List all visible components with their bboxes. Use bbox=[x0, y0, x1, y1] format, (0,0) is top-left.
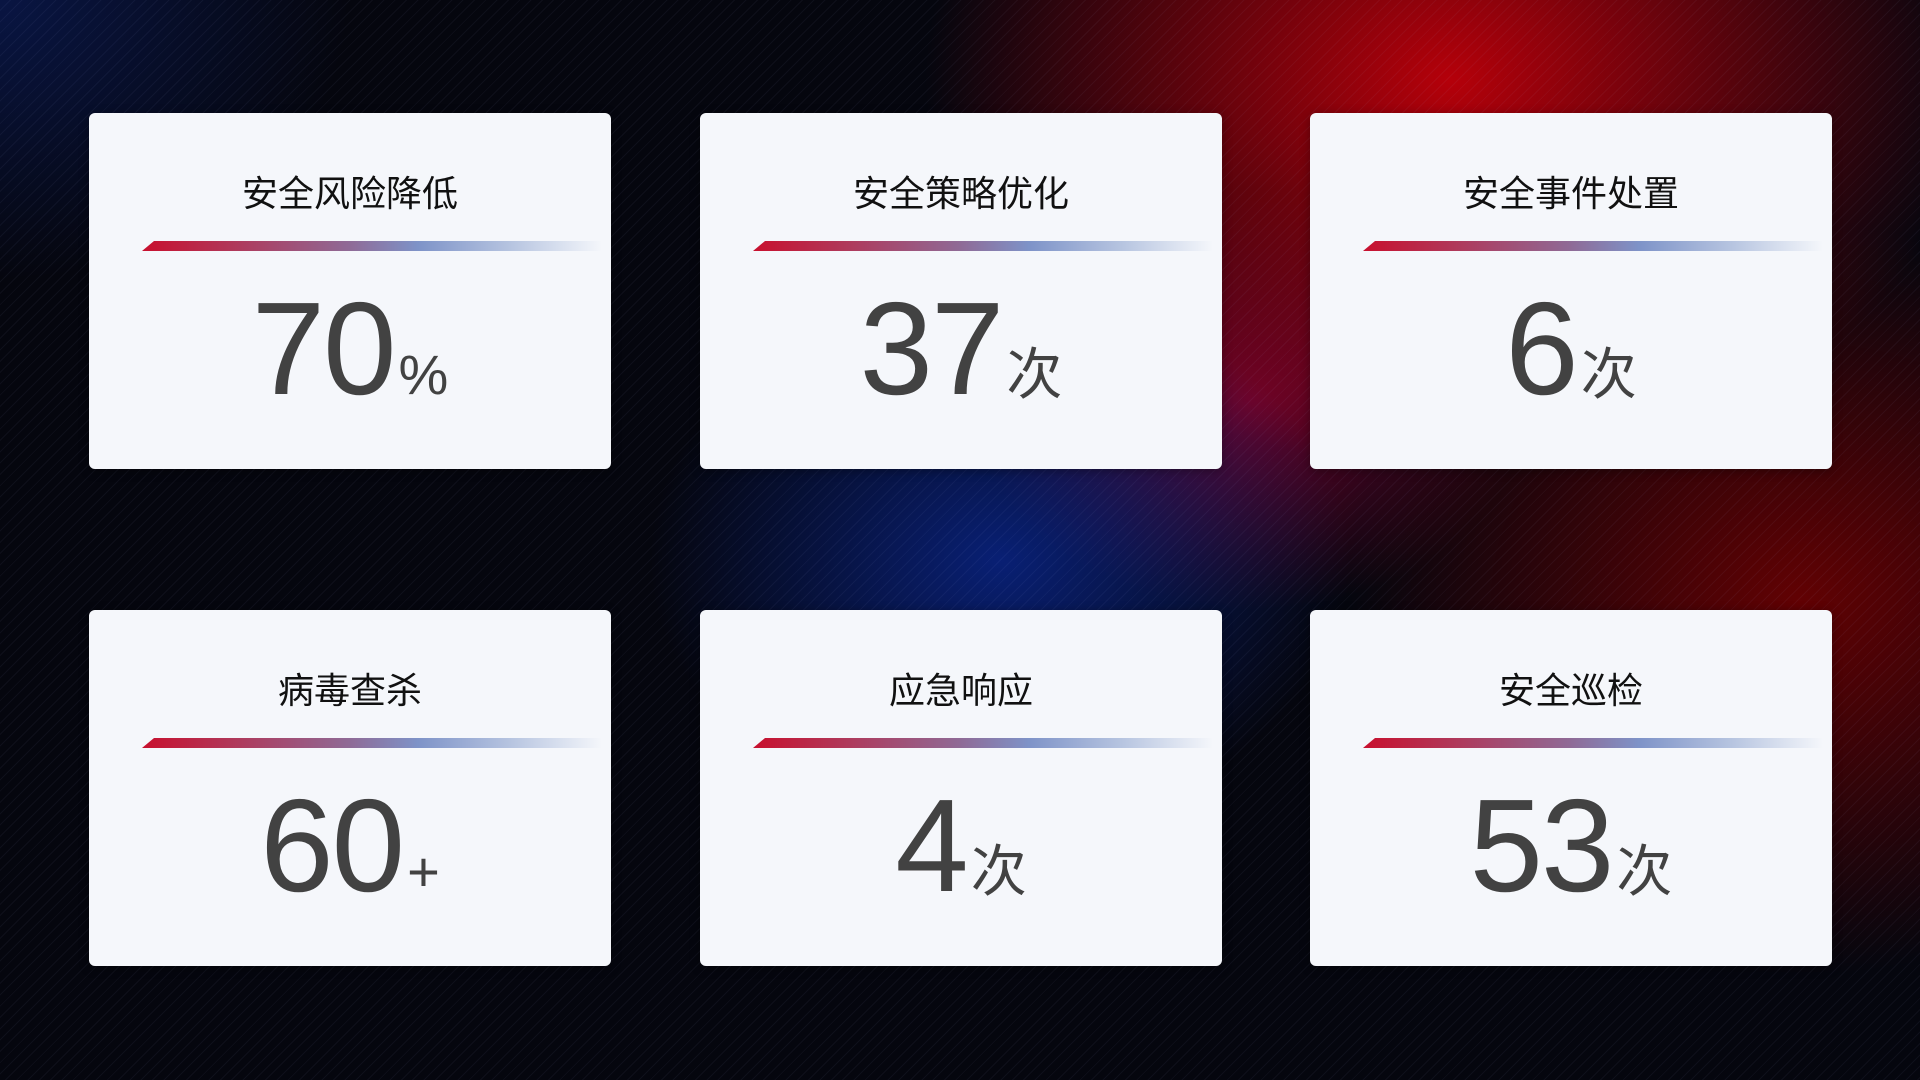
card-title: 应急响应 bbox=[888, 671, 1033, 712]
value-number: 4 bbox=[895, 772, 968, 919]
card-title: 安全巡检 bbox=[1498, 671, 1643, 712]
card-title: 安全策略优化 bbox=[852, 174, 1069, 215]
card-value: 70% bbox=[89, 283, 611, 415]
gradient-divider bbox=[142, 738, 602, 748]
gradient-divider bbox=[1363, 738, 1823, 748]
gradient-divider bbox=[142, 241, 602, 251]
value-number: 60 bbox=[260, 772, 405, 919]
card-title: 病毒查杀 bbox=[277, 671, 422, 712]
gradient-divider bbox=[753, 241, 1213, 251]
card-value: 4次 bbox=[700, 780, 1222, 912]
card-value: 60+ bbox=[89, 780, 611, 912]
stat-card-policy-optimization: 安全策略优化 37次 bbox=[700, 113, 1222, 469]
stat-card-virus-removal: 病毒查杀 60+ bbox=[89, 610, 611, 966]
value-number: 53 bbox=[1469, 772, 1615, 919]
value-unit: 次 bbox=[1006, 343, 1063, 406]
value-number: 6 bbox=[1505, 275, 1578, 422]
gradient-divider bbox=[753, 738, 1213, 748]
card-title: 安全风险降低 bbox=[241, 174, 458, 215]
gradient-divider bbox=[1363, 241, 1823, 251]
value-unit: 次 bbox=[1580, 343, 1637, 406]
value-unit: 次 bbox=[1616, 840, 1673, 903]
value-unit: % bbox=[398, 343, 449, 406]
value-number: 37 bbox=[859, 275, 1005, 422]
card-title: 安全事件处置 bbox=[1462, 174, 1679, 215]
card-value: 6次 bbox=[1310, 283, 1832, 415]
value-unit: + bbox=[407, 840, 440, 903]
stat-card-risk-reduction: 安全风险降低 70% bbox=[89, 113, 611, 469]
stat-card-incident-handling: 安全事件处置 6次 bbox=[1310, 113, 1832, 469]
value-unit: 次 bbox=[970, 840, 1027, 903]
card-value: 53次 bbox=[1310, 780, 1832, 912]
stat-card-security-inspection: 安全巡检 53次 bbox=[1310, 610, 1832, 966]
stat-card-emergency-response: 应急响应 4次 bbox=[700, 610, 1222, 966]
card-value: 37次 bbox=[700, 283, 1222, 415]
value-number: 70 bbox=[251, 275, 397, 422]
